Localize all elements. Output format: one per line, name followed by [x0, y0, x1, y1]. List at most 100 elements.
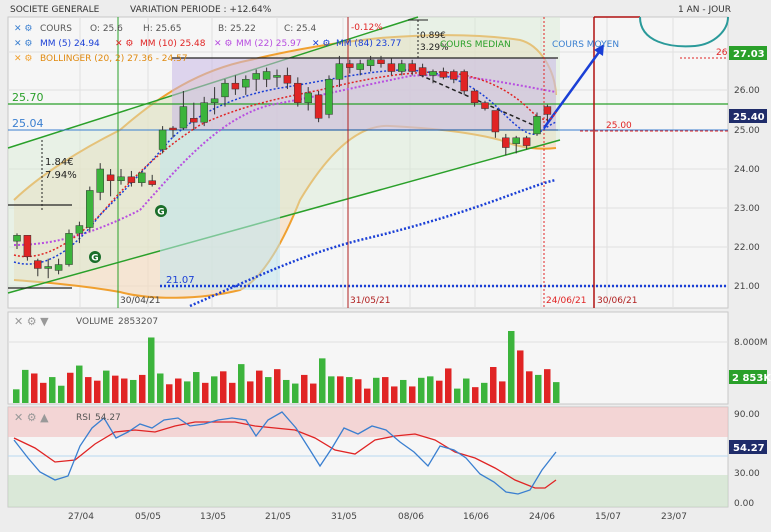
volume-bar	[553, 382, 560, 403]
volume-badge-text: 2 853K	[732, 373, 771, 384]
candle-body[interactable]	[86, 190, 94, 228]
candle-body[interactable]	[96, 168, 104, 193]
period-label[interactable]: 1 AN - JOUR	[678, 5, 731, 15]
svg-text:MM (5) 24.94: MM (5) 24.94	[40, 39, 100, 49]
candle-body[interactable]	[325, 79, 333, 115]
svg-text:31/05: 31/05	[331, 512, 357, 522]
mm22-line	[13, 74, 557, 246]
candle-body[interactable]	[221, 82, 229, 98]
candle-body[interactable]	[13, 235, 21, 242]
candle-body[interactable]	[512, 137, 520, 144]
legend-cours[interactable]: ✕ ⚙ COURS	[14, 24, 72, 34]
candle-body[interactable]	[242, 79, 250, 88]
candle-body[interactable]	[543, 106, 552, 115]
volume-bar	[238, 364, 245, 403]
candle-body[interactable]	[169, 127, 177, 131]
candle-body[interactable]	[200, 102, 208, 123]
candle-body[interactable]	[138, 172, 146, 183]
svg-text:✕ ⚙: ✕ ⚙	[312, 39, 330, 49]
volume-bar	[292, 383, 299, 403]
candle-body[interactable]	[231, 82, 240, 90]
candle-body[interactable]	[450, 71, 458, 80]
svg-text:16/06: 16/06	[463, 512, 489, 522]
volume-bar	[211, 376, 218, 403]
legend-open: O: 25.6	[90, 24, 123, 34]
svg-text:✕ ⚙: ✕ ⚙	[14, 24, 32, 34]
svg-text:13/05: 13/05	[200, 512, 226, 522]
candle-body[interactable]	[439, 71, 448, 78]
bollinger-upper	[13, 34, 557, 201]
level-25-70-label: 25.70	[12, 91, 44, 104]
volume-bar	[13, 389, 20, 403]
candle-body[interactable]	[408, 63, 416, 72]
candle-body[interactable]	[75, 225, 84, 234]
candle-body[interactable]	[387, 63, 396, 72]
signal-g-1[interactable]: G	[89, 251, 101, 264]
legend-mm10[interactable]: ✕ ⚙ MM (10) 25.48	[115, 39, 206, 49]
last-price-badge	[729, 109, 767, 123]
candle-body[interactable]	[210, 98, 219, 103]
candle-body[interactable]	[356, 63, 364, 70]
candle-body[interactable]	[314, 94, 323, 119]
candle-body[interactable]	[262, 71, 271, 80]
candle-body[interactable]	[491, 110, 500, 133]
volume-bar	[364, 388, 371, 403]
candle-body[interactable]	[252, 73, 260, 80]
svg-text:MM (10) 25.48: MM (10) 25.48	[140, 39, 206, 49]
candle-body[interactable]	[481, 102, 489, 109]
volume-bar	[85, 377, 92, 403]
legend-bollinger[interactable]: ✕ ⚙ BOLLINGER (20, 2) 27.36 - 24.57	[14, 54, 188, 64]
candle-body[interactable]	[377, 59, 385, 64]
candle-body[interactable]	[148, 180, 156, 185]
candle-body[interactable]	[179, 106, 188, 129]
candle-body[interactable]	[65, 233, 73, 265]
rsi-badge-text: 54.27	[733, 443, 765, 454]
candle-body[interactable]	[335, 63, 344, 80]
candle-body[interactable]	[273, 75, 281, 78]
candle-body[interactable]	[366, 59, 375, 66]
candle-body[interactable]	[34, 260, 42, 269]
candle-body[interactable]	[460, 71, 468, 92]
candle-body[interactable]	[54, 264, 63, 271]
rsi-legend[interactable]: ✕ ⚙ ▲ RSI 54.27	[14, 411, 121, 424]
last-price-badge-text: 25.40	[733, 112, 765, 123]
candle-body[interactable]	[23, 235, 32, 258]
legend-mm84[interactable]: ✕ ⚙ MM (84) 23.77	[312, 39, 402, 49]
volume-bar	[418, 377, 425, 403]
candle-body[interactable]	[502, 137, 510, 148]
signal-g-2[interactable]: G	[155, 205, 167, 218]
volume-bar	[490, 367, 497, 403]
candle-body[interactable]	[106, 174, 115, 181]
volume-bar	[319, 358, 326, 403]
candle-body[interactable]	[522, 137, 531, 146]
date-axis: 27/04 05/05 13/05 21/05 31/05 08/06 16/0…	[68, 512, 687, 522]
candle-body[interactable]	[429, 71, 437, 76]
measure-2-value: 0.89€	[420, 31, 446, 41]
rsi-axis-30: 30.00	[734, 469, 760, 479]
svg-text:2853207: 2853207	[118, 317, 158, 327]
candle-body[interactable]	[294, 82, 302, 103]
candle-body[interactable]	[398, 63, 406, 72]
legend-mm5[interactable]: ✕ ⚙ MM (5) 24.94	[14, 39, 100, 49]
svg-text:25.00: 25.00	[734, 126, 760, 136]
svg-text:08/06: 08/06	[398, 512, 424, 522]
volume-bar	[535, 374, 542, 403]
candle-body[interactable]	[127, 176, 136, 183]
candle-body[interactable]	[470, 90, 479, 103]
candle-body[interactable]	[158, 129, 167, 150]
candle-body[interactable]	[418, 67, 427, 76]
svg-text:23.00: 23.00	[734, 204, 760, 214]
candle-body[interactable]	[283, 75, 292, 84]
candle-body[interactable]	[117, 176, 125, 181]
candle-body[interactable]	[346, 63, 354, 68]
candle-body[interactable]	[304, 92, 312, 103]
legend-mm22[interactable]: ✕ ⚙ MM (22) 25.97	[214, 39, 302, 49]
date-label-24-06: 24/06/21	[546, 296, 586, 306]
volume-legend[interactable]: ✕ ⚙ ▼ VOLUME 2853207	[14, 315, 158, 328]
svg-text:✕ ⚙: ✕ ⚙	[14, 39, 32, 49]
volume-bar	[481, 382, 488, 403]
svg-text:G: G	[91, 254, 98, 264]
candle-body[interactable]	[533, 116, 541, 135]
candle-body[interactable]	[44, 266, 52, 269]
candle-body[interactable]	[190, 118, 198, 123]
